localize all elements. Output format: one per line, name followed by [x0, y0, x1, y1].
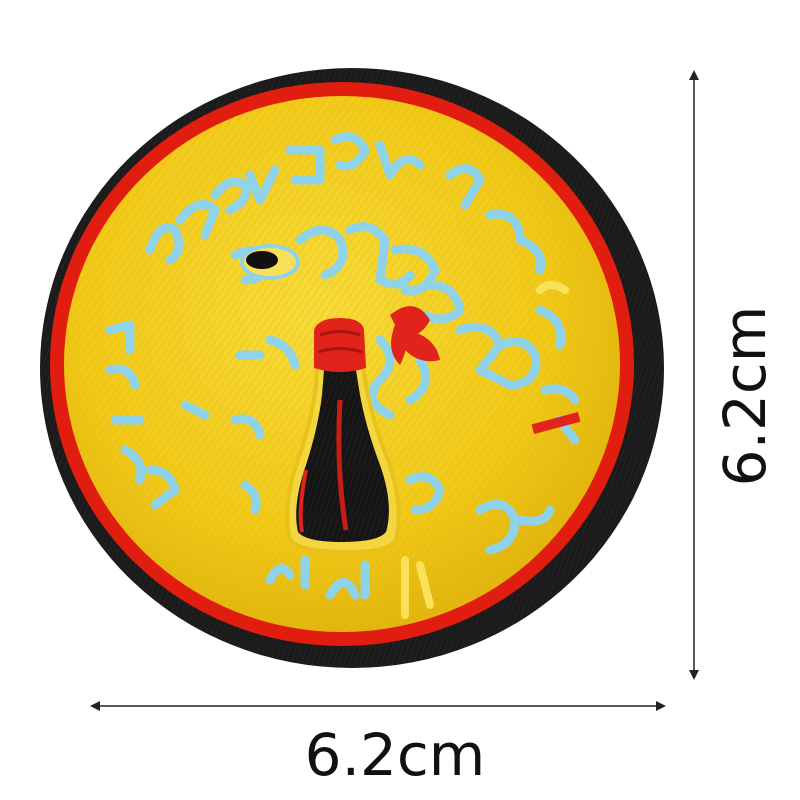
soy-sauce-bottle-icon	[285, 318, 401, 555]
embroidered-patch	[40, 68, 664, 668]
yellow-stitch-marks	[401, 281, 569, 619]
eye-icon	[240, 244, 300, 280]
blue-embroidered-script	[105, 132, 580, 600]
red-accent-mark	[531, 411, 581, 435]
width-dimension-label: 6.2cm	[304, 721, 486, 789]
width-dimension-arrow	[90, 701, 666, 711]
height-dimension-label: 6.2cm	[711, 305, 779, 487]
height-dimension-arrow	[689, 70, 699, 680]
red-ribbon-icon	[390, 306, 440, 365]
